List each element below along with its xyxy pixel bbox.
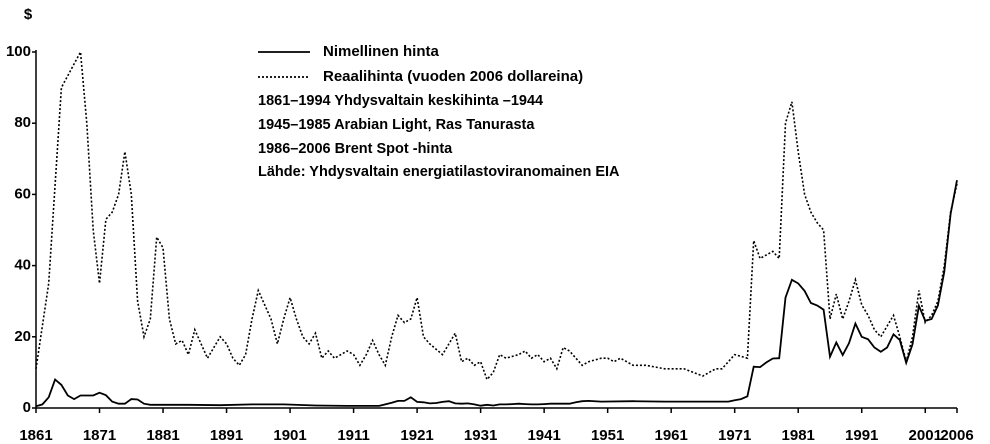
x-tick-label: 1871 xyxy=(83,427,116,444)
y-tick-label: 0 xyxy=(23,399,31,416)
line xyxy=(35,180,958,408)
x-tick-label: 1891 xyxy=(210,427,243,444)
y-tick-label: 80 xyxy=(14,114,31,131)
x-tick-label: 2001 xyxy=(909,427,942,444)
line xyxy=(35,49,958,382)
y-tick-label: 100 xyxy=(6,43,31,60)
x-tick-label: 1991 xyxy=(845,427,878,444)
x-tick-label: 1961 xyxy=(654,427,687,444)
x-tick-label: 1981 xyxy=(782,427,815,444)
x-tick-label: 1921 xyxy=(400,427,433,444)
y-tick-label: 40 xyxy=(14,257,31,274)
legend-label: Reaalihinta (vuoden 2006 dollareina) xyxy=(323,68,583,85)
legend-label: Nimellinen hinta xyxy=(323,43,440,60)
x-tick-label: 1881 xyxy=(146,427,179,444)
note: 1861–1994 Yhdysvaltain keskihinta –1944 xyxy=(258,93,543,109)
note: 1986–2006 Brent Spot -hinta xyxy=(258,141,453,157)
y-axis-label: $ xyxy=(24,6,33,23)
note: Lähde: Yhdysvaltain energiatilastovirano… xyxy=(258,164,620,180)
y-tick-label: 60 xyxy=(14,185,31,202)
note: 1945–1985 Arabian Light, Ras Tanurasta xyxy=(258,117,535,133)
x-tick-label: 2006 xyxy=(940,427,973,444)
x-tick-label: 1941 xyxy=(527,427,560,444)
x-tick-label: 1911 xyxy=(337,427,370,444)
x-tick-label: 1901 xyxy=(273,427,306,444)
x-tick-label: 1971 xyxy=(718,427,751,444)
x-tick-label: 1931 xyxy=(464,427,497,444)
x-tick-label: 1951 xyxy=(591,427,624,444)
y-tick-label: 20 xyxy=(14,328,31,345)
x-tick-label: 1861 xyxy=(19,427,52,444)
